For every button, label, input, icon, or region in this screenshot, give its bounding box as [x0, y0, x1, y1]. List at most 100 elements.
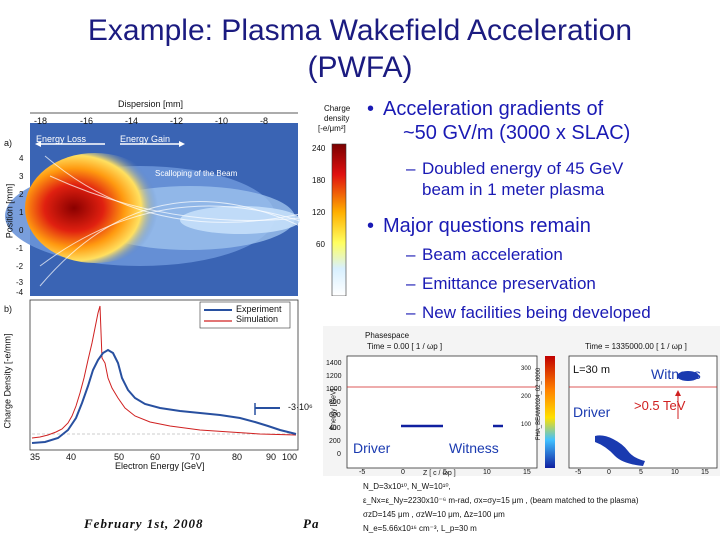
sub-bullet-line1: Doubled energy of 45 GeV: [422, 159, 624, 178]
phase-ytick: 1400: [326, 360, 342, 367]
ytick: -4: [16, 288, 24, 297]
sub-bullet-text: Emittance preservation: [422, 274, 596, 293]
experiment-curve: [31, 348, 297, 444]
param-line-3: σzD=145 μm , σzW=10 μm, Δz=100 μm: [363, 510, 505, 519]
phase-xtick-right: 10: [671, 469, 679, 476]
bullet-acceleration-line1: Acceleration gradients of: [383, 98, 604, 120]
phase-xtick-left: 15: [523, 469, 531, 476]
slide-title-line2: (PWFA): [307, 51, 413, 84]
xtick: 60: [150, 452, 161, 462]
colorbar-tick: 60: [316, 240, 325, 249]
figure-energy-spectrum: Experiment Simulation b) Charge Density …: [0, 298, 313, 471]
xtick: -12: [170, 116, 184, 126]
phase-xaxis-title: Z [ c / ωp ]: [423, 470, 456, 477]
phase-xtick-right: -5: [575, 469, 582, 476]
ytick: 0: [19, 226, 24, 235]
colorbar-tick: 120: [312, 208, 326, 217]
ytick: 3: [19, 172, 24, 181]
energy-annotation: -3·10⁶: [288, 402, 313, 412]
colorbar-tick: 240: [312, 144, 326, 153]
slide-title: Example: Plasma Wakefield Acceleration (…: [0, 12, 720, 86]
colorbar-tick: 180: [312, 176, 326, 185]
param-line-2: ε_Nx=ε_Ny=2230x10⁻⁶ m-rad, σx=σy=15 μm ,…: [363, 496, 639, 505]
param-line-1: N_D=3x10¹⁰, N_W=10¹⁰,: [363, 482, 451, 491]
electron-energy-axis-title: Electron Energy [GeV]: [115, 461, 205, 471]
phase-colorbar-label: FHA_BEAM0024_02_0000: [536, 367, 543, 441]
xtick: 80: [232, 452, 243, 462]
energy-gain-label: Energy Gain: [120, 134, 171, 144]
witness-label-right: Witness: [651, 366, 701, 382]
bullet-major-questions-line1: Major questions remain: [383, 215, 591, 237]
phasespace-title: Phasespace: [365, 331, 410, 340]
phase-colorbar-tick: 100: [521, 422, 532, 428]
bullet-acceleration: • Acceleration gradients of ~50 GV/m (30…: [367, 98, 631, 144]
xtick: 70: [190, 452, 201, 462]
xtick: 100: [282, 452, 298, 462]
figure-charge-map: Dispersion [mm] -18 -16 -14 -12 -10 -8 a…: [0, 96, 370, 297]
phase-ytick: 400: [329, 425, 341, 432]
xtick: -14: [125, 116, 139, 126]
time-right: Time = 1335000.00 [ 1 / ωp ]: [585, 342, 687, 351]
colorbar: [331, 143, 347, 297]
witness-beam-right: [677, 371, 699, 381]
phase-colorbar-tick: 200: [521, 394, 532, 400]
phase-ytick: 200: [329, 438, 341, 445]
phase-ytick: 800: [329, 399, 341, 406]
sub-bullet-text: Beam acceleration: [422, 245, 563, 264]
sub-bullet-doubled-energy: – Doubled energy of 45 GeV beam in 1 met…: [406, 159, 624, 199]
param-line-4: N_e=5.66x10¹⁶ cm⁻³, L_p=30 m: [363, 524, 477, 533]
figure-phasespace: Phasespace Time = 0.00 [ 1 / ωp ] Time =…: [323, 326, 720, 540]
xtick: 90: [266, 452, 277, 462]
scalloping-label: Scalloping of the Beam: [155, 169, 238, 178]
energy-spectrum-svg: [29, 299, 299, 451]
panel-tag-a: a): [4, 138, 13, 148]
phase-xtick-left: 5: [443, 469, 447, 476]
ytick: 2: [19, 190, 24, 199]
bullet-acceleration-line2: ~50 GV/m (3000 x SLAC): [403, 122, 631, 144]
phase-ytick: 1200: [326, 373, 342, 380]
sub-bullet-text: New facilities being developed: [422, 303, 651, 322]
ytick: -2: [16, 262, 24, 271]
legend-simulation: Simulation: [236, 314, 279, 324]
phase-ytick: 1000: [326, 386, 342, 393]
phase-xtick-left: 10: [483, 469, 491, 476]
sub-bullet-line2: beam in 1 meter plasma: [422, 180, 605, 199]
footer-page: Pa: [303, 516, 320, 531]
xtick: -16: [80, 116, 94, 126]
bullet-major-questions: • Major questions remain: [367, 215, 591, 237]
xtick: -18: [34, 116, 48, 126]
sub-bullet-new-facilities: – New facilities being developed: [406, 303, 651, 322]
colorbar-title-2: density: [324, 114, 350, 123]
colorbar-title-1: Charge: [324, 104, 351, 113]
driver-label-left: Driver: [353, 440, 391, 456]
legend-experiment: Experiment: [236, 304, 282, 314]
phase-ytick: 600: [329, 412, 341, 419]
sub-bullet-emittance: – Emittance preservation: [406, 274, 596, 293]
xtick: 50: [114, 452, 125, 462]
phase-xtick-left: 0: [401, 469, 405, 476]
length-label: L=30 m: [573, 364, 610, 376]
phase-ytick: 0: [337, 451, 341, 458]
driver-label-right: Driver: [573, 404, 611, 420]
phase-xtick-left: -5: [359, 469, 366, 476]
phase-xtick-right: 0: [607, 469, 611, 476]
ytick: 1: [19, 208, 24, 217]
phase-colorbar-tick: 300: [521, 366, 532, 372]
witness-label-left: Witness: [449, 440, 499, 456]
ytick: -1: [16, 244, 24, 253]
xtick: 40: [66, 452, 77, 462]
charge-density-axis-title: Charge Density [-e/mm]: [2, 333, 13, 429]
energy-label: >0.5 TeV: [634, 398, 686, 413]
colorbar-unit: [-e/μm²]: [318, 124, 346, 133]
ytick: 4: [19, 154, 24, 163]
energy-loss-label: Energy Loss: [36, 134, 87, 144]
time-left: Time = 0.00 [ 1 / ωp ]: [367, 342, 443, 351]
footer-date: February 1st, 2008: [84, 516, 204, 531]
phase-xtick-right: 15: [701, 469, 709, 476]
driver-beam-right: [595, 435, 645, 466]
charge-map-svg: [5, 112, 347, 297]
position-axis-title: Position [mm]: [4, 183, 15, 239]
legend-box: [199, 301, 291, 329]
slide-title-line1: Example: Plasma Wakefield Acceleration: [87, 14, 633, 47]
xtick: -10: [215, 116, 229, 126]
